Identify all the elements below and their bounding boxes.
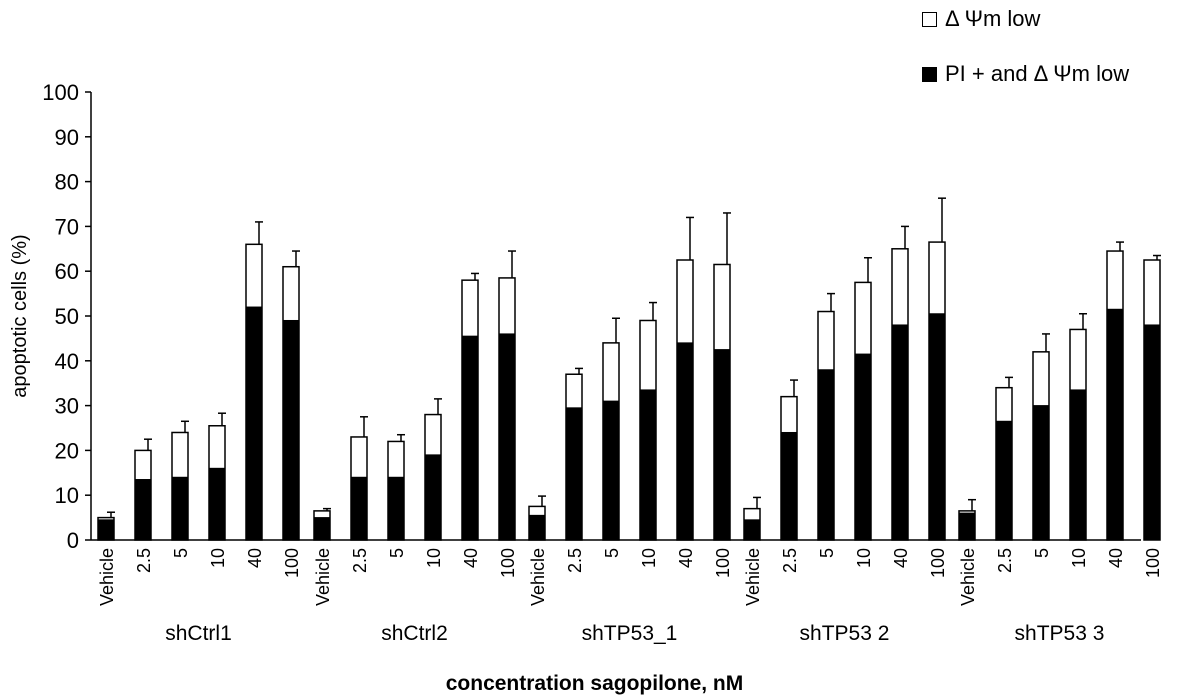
x-tick-label: Vehicle [313,548,333,606]
legend-item-pi-low: PI + and Δ Ψm low [922,61,1129,87]
x-tick-label: 2.5 [565,548,585,573]
bar-pi-low-segment [676,342,694,541]
x-tick-label: 5 [1032,548,1052,558]
y-axis-title: apoptotic cells (%) [9,234,31,397]
bar-pi-low-segment [1069,389,1087,541]
y-tick-label: 50 [55,304,79,329]
y-tick-label: 100 [42,80,79,105]
bar-pi-low-segment [639,389,657,541]
bar-pi-low-segment [245,306,263,541]
bar-pi-low-segment [854,353,872,541]
x-tick-label: 40 [676,548,696,568]
x-tick-label: 2.5 [134,548,154,573]
y-tick-label: 10 [55,483,79,508]
bar-pi-low-segment [134,479,152,541]
legend-swatch-white [922,11,937,27]
x-tick-label: 5 [387,548,407,558]
group-label: shTP53_1 [582,622,678,645]
x-tick-label: 10 [208,548,228,568]
bar-pi-low-segment [387,476,405,541]
bar-pi-low-segment [1032,405,1050,541]
y-tick-label: 40 [55,349,79,374]
y-tick-label: 60 [55,259,79,284]
group-label: shCtrl2 [381,622,448,645]
x-tick-label: 100 [1143,548,1163,578]
x-tick-label: 5 [171,548,191,558]
x-tick-label: 40 [245,548,265,568]
bar-pi-low-segment [171,476,189,541]
x-tick-label: 10 [639,548,659,568]
x-tick-label: 100 [713,548,733,578]
bar-pi-low-segment [498,333,516,541]
x-tick-label: Vehicle [958,548,978,606]
bar-pi-low-segment [1106,308,1124,541]
y-tick-label: 20 [55,438,79,463]
bar-pi-low-segment [528,514,546,541]
bar-pi-low-segment [817,369,835,541]
x-tick-label: 5 [602,548,622,558]
bar-pi-low-segment [713,349,731,541]
bar-pi-low-segment [461,335,479,541]
x-tick-label: 2.5 [350,548,370,573]
bar-pi-low-segment [602,400,620,541]
x-tick-label: 5 [817,548,837,558]
x-tick-label: 100 [282,548,302,578]
y-tick-label: 80 [55,170,79,195]
bar-pi-low-segment [928,313,946,541]
y-tick-label: 30 [55,394,79,419]
bar-pi-low-segment [995,420,1013,541]
x-tick-label: 10 [424,548,444,568]
group-label: shCtrl1 [165,622,232,645]
bar-pi-low-segment [282,319,300,541]
x-tick-label: 40 [891,548,911,568]
x-tick-label: 10 [1069,548,1089,568]
bar-pi-low-segment [565,407,583,541]
y-tick-label: 90 [55,125,79,150]
bar-pi-low-segment [424,454,442,541]
group-label: shTP53 3 [1015,622,1105,645]
y-tick-label: 70 [55,214,79,239]
x-tick-label: 2.5 [780,548,800,573]
legend-label-pi-low: PI + and Δ Ψm low [945,61,1130,86]
y-tick-label: 0 [67,528,79,553]
x-tick-label: 100 [928,548,948,578]
bar-pi-low-segment [1143,324,1161,541]
bar-pi-low-segment [958,512,976,541]
bar-pi-low-segment [97,519,115,541]
bar-pi-low-segment [780,431,798,541]
bar-pi-low-segment [313,517,331,541]
x-tick-label: Vehicle [743,548,763,606]
x-tick-label: 10 [854,548,874,568]
x-tick-label: Vehicle [97,548,117,606]
bar-pi-low-segment [891,324,909,541]
legend-label-low: Δ Ψm low [945,6,1041,31]
x-tick-label: 100 [498,548,518,578]
x-tick-label: 40 [1106,548,1126,568]
bar-pi-low-segment [208,467,226,541]
x-tick-label: 40 [461,548,481,568]
group-label: shTP53 2 [800,622,890,645]
bar-pi-low-segment [743,519,761,541]
legend-item-low: Δ Ψm low [922,6,1040,32]
x-tick-label: 2.5 [995,548,1015,573]
x-tick-label: Vehicle [528,548,548,606]
legend-swatch-black [922,66,937,82]
x-axis-title: concentration sagopilone, nM [445,672,744,695]
bar-pi-low-segment [350,476,368,541]
